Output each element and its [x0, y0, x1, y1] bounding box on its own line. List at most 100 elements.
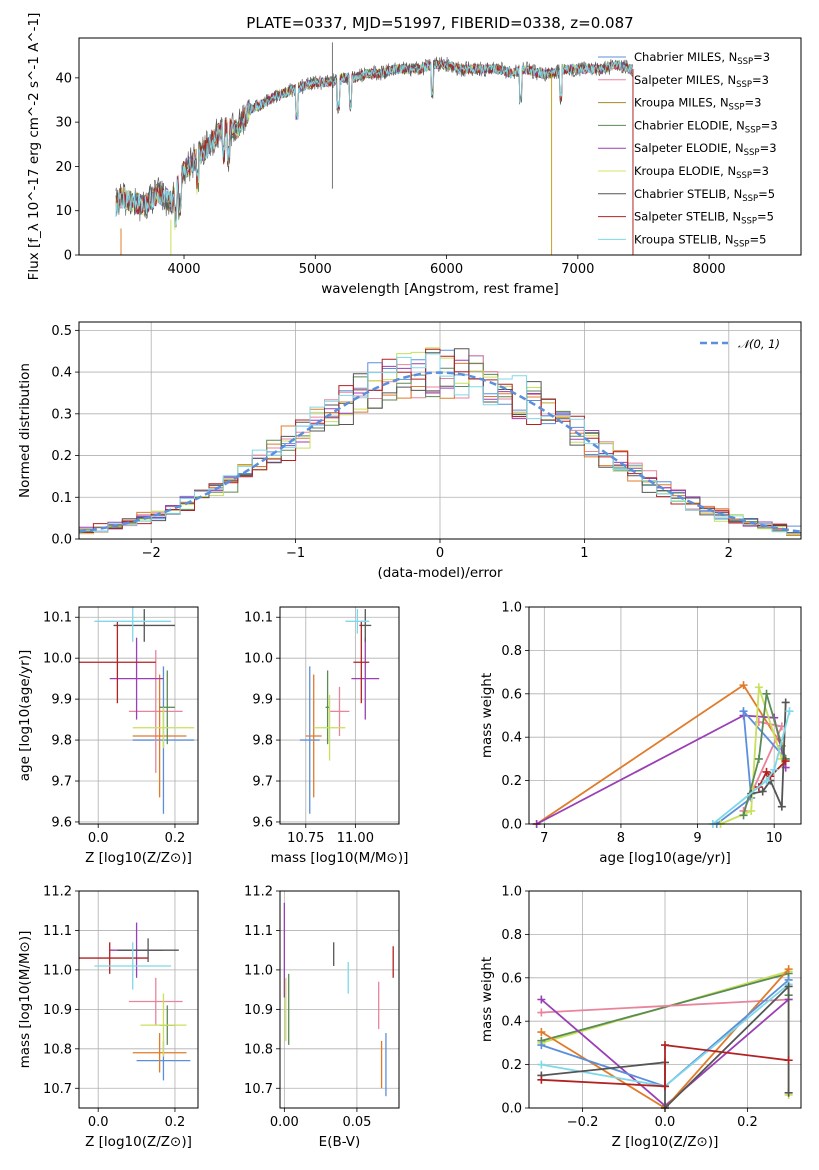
- y-tick-label: 0.0: [501, 1102, 522, 1117]
- legend-label: Chabrier ELODIE, NSSP=3: [634, 118, 778, 135]
- x-axis-label: Z [log10(Z/Z⊙)]: [612, 1134, 719, 1150]
- x-tick-label: 0.0: [88, 1115, 109, 1130]
- spectrum-series-line: [115, 59, 633, 228]
- y-tick-label: 11.0: [43, 963, 72, 978]
- y-tick-label: 0.6: [501, 687, 522, 702]
- y-tick-label: 0.4: [501, 731, 522, 746]
- mass-vs-Z-axes: 0.0 0.2 10.7 10.8 10.9 11.0 11.1 11.2 Z [log10(Z…: [17, 885, 198, 1150]
- weight-marker: [781, 698, 790, 707]
- errorbar-point: [113, 609, 175, 642]
- y-axis-label: mass weight: [479, 673, 495, 758]
- weight-series-line: [712, 710, 791, 825]
- weight-marker: [739, 681, 748, 690]
- weight-marker: [758, 787, 767, 796]
- y-axis-label: Flux [f_λ 10^-17 erg cm^-2 s^-1 A^-1]: [26, 13, 42, 281]
- residuals-legend: 𝒩(0, 1): [700, 337, 780, 351]
- weight-marker: [537, 1028, 546, 1037]
- errorbar-point: [345, 609, 370, 634]
- spectrum-series-line: [115, 60, 633, 227]
- weight-marker: [754, 754, 763, 763]
- weight-marker: [777, 802, 786, 811]
- y-tick-label: 10.0: [43, 652, 72, 667]
- spectrum-series-line: [115, 59, 633, 228]
- weight-series-line: [720, 687, 783, 825]
- x-tick-label: 0.2: [165, 1115, 186, 1130]
- x-axis-label: wavelength [Angstrom, rest frame]: [321, 281, 559, 297]
- weight-series-line: [716, 708, 787, 825]
- y-tick-label: 10.9: [244, 1003, 273, 1018]
- errorbar-point: [313, 695, 346, 761]
- y-tick-label: 9.8: [51, 734, 72, 749]
- errorbar-point: [140, 993, 187, 1057]
- x-tick-label: 9: [693, 831, 701, 846]
- y-tick-label: 0.2: [51, 449, 72, 464]
- errorbar-point: [353, 621, 370, 704]
- age-vs-mass-frame: [279, 606, 400, 825]
- x-tick-label: 6000: [430, 262, 463, 277]
- spectrum-series-line: [115, 59, 633, 230]
- x-axis-label: Z [log10(Z/Z⊙)]: [85, 1134, 192, 1150]
- y-tick-label: 9.9: [252, 693, 273, 708]
- errorbar-point: [305, 674, 322, 798]
- x-tick-label: 0.0: [88, 831, 109, 846]
- mass-vs-ebv-axes: 0.00 0.05 10.7 10.8 10.9 11.0 11.1 11.2 E(B-V): [244, 885, 399, 1150]
- errorbar-point: [79, 621, 156, 704]
- plots: 4000 5000 6000 7000 8000010203040wavelength …: [17, 13, 802, 1150]
- y-tick-label: 10.9: [43, 1003, 72, 1018]
- spectrum-series-line: [115, 56, 634, 228]
- x-tick-label: 0.0: [655, 1115, 676, 1130]
- x-axis-label: E(B-V): [319, 1134, 361, 1150]
- x-tick-label: −1: [286, 546, 305, 561]
- y-tick-label: 0.0: [501, 818, 522, 833]
- spectrum-series-line: [115, 60, 633, 220]
- y-tick-label: 9.8: [252, 734, 273, 749]
- legend-label: Salpeter STELIB, NSSP=5: [634, 210, 774, 227]
- residuals-axes: −2 −1 0 1 2 0.0 0.1 0.2 0.3 0.4 0.5 (data-model)/er…: [17, 322, 801, 581]
- weight-marker: [537, 1008, 546, 1017]
- weight-series-line: [541, 998, 789, 1014]
- y-tick-label: 11.1: [43, 924, 72, 939]
- errorbar-point: [79, 942, 149, 974]
- legend-label: Kroupa ELODIE, NSSP=3: [634, 164, 769, 181]
- y-axis-label: Normed distribution: [17, 363, 33, 498]
- x-tick-label: 7000: [561, 262, 594, 277]
- weight-marker: [784, 965, 793, 974]
- spectrum-axes: 4000 5000 6000 7000 8000 0 10 20 30 40 wavelength …: [26, 13, 726, 297]
- y-tick-label: 0.4: [51, 366, 72, 381]
- weight-marker: [762, 767, 771, 776]
- weight-vs-age-axes: 7 8 9 10 0.0 0.2 0.4 0.6 0.8 1.0 age [log10(age/yr…: [479, 601, 801, 866]
- weight-marker: [762, 689, 771, 698]
- y-tick-label: 10.1: [244, 611, 273, 626]
- y-axis-label: mass weight: [479, 957, 495, 1042]
- y-tick-label: 0.3: [51, 407, 72, 422]
- y-tick-label: 9.7: [252, 775, 273, 790]
- legend-label: Kroupa STELIB, NSSP=5: [634, 232, 766, 249]
- x-tick-label: 1: [580, 546, 588, 561]
- x-tick-label: 0: [436, 546, 444, 561]
- x-tick-label: 7: [540, 831, 548, 846]
- weight-marker: [537, 995, 546, 1004]
- legend-label: Chabrier STELIB, NSSP=5: [634, 187, 775, 204]
- spectrum-series-line: [115, 58, 633, 225]
- weight-vs-Z-frame: [528, 890, 802, 1109]
- weight-marker: [661, 1082, 669, 1091]
- y-tick-label: 10.8: [43, 1042, 72, 1057]
- y-tick-label: 11.0: [244, 963, 273, 978]
- legend-label: Salpeter MILES, NSSP=3: [634, 73, 769, 90]
- x-tick-label: −2: [142, 546, 161, 561]
- x-tick-label: 11.00: [337, 831, 374, 846]
- y-tick-label: 40: [55, 71, 72, 86]
- y-tick-label: 11.2: [244, 885, 273, 900]
- errorbar-point: [132, 1033, 187, 1073]
- y-tick-label: 9.7: [51, 775, 72, 790]
- weight-series-line: [742, 693, 787, 816]
- legend-label: Salpeter ELODIE, NSSP=3: [634, 141, 777, 158]
- x-tick-label: 5000: [299, 262, 332, 277]
- y-tick-label: 9.9: [51, 693, 72, 708]
- y-tick-label: 1.0: [501, 885, 522, 900]
- legend-label: 𝒩(0, 1): [738, 337, 780, 351]
- weight-vs-Z-axes: −0.2 0.0 0.2 0.0 0.2 0.4 0.6 0.8 1.0 Z [log10(Z/Z…: [479, 885, 801, 1150]
- spectrum-legend: Chabrier MILES, NSSP=3 Salpeter MILES, NS…: [598, 50, 778, 249]
- weight-marker: [770, 765, 779, 774]
